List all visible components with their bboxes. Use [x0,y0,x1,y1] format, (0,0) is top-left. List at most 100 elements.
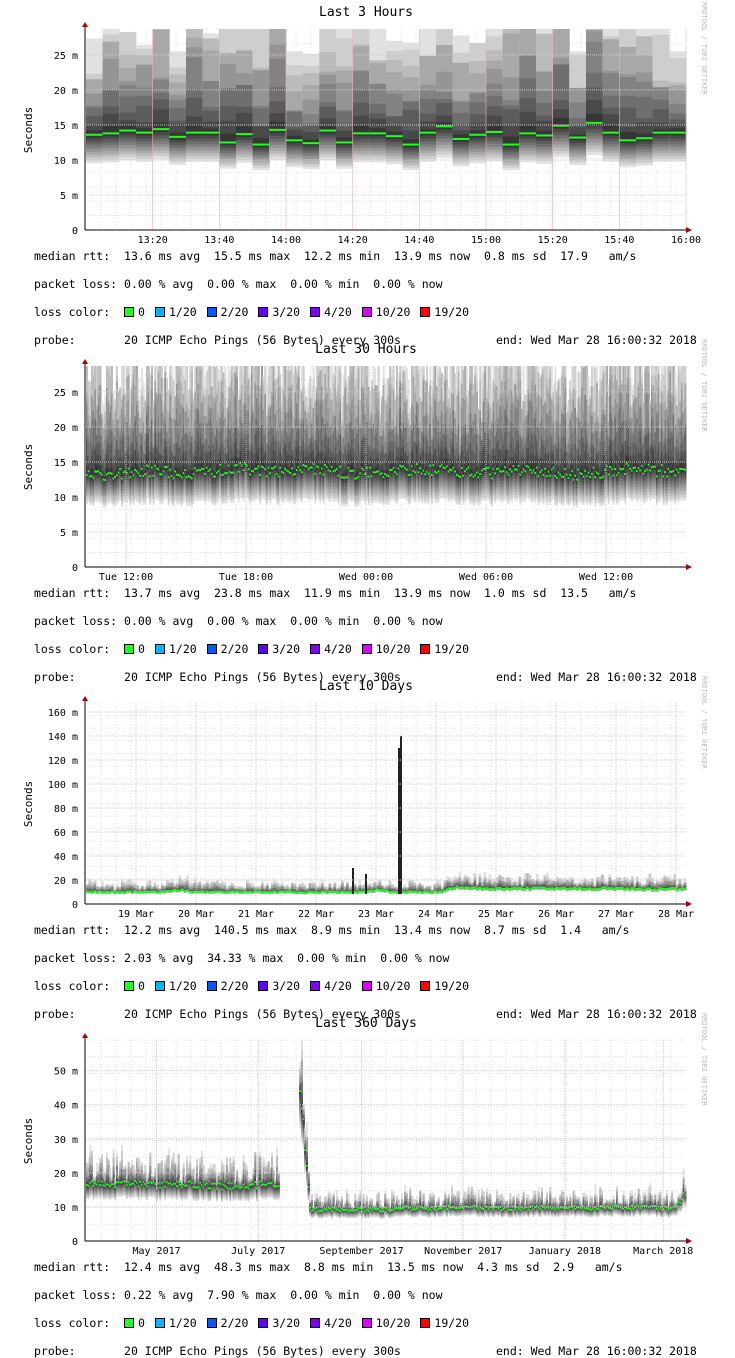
median-point [663,475,665,477]
color-swatch [420,1318,430,1328]
median-point [624,888,627,890]
median-point [639,888,642,890]
median-point [116,1181,118,1183]
median-point [251,470,253,472]
smoke-bar [636,29,653,166]
median-point [436,472,438,474]
median-point [433,1208,435,1210]
median-point [429,892,432,894]
median-point [651,466,653,468]
median-point [221,1188,223,1190]
median-point [204,891,207,893]
median-point [151,1182,153,1184]
median-point [493,1209,495,1211]
median-point [433,464,435,466]
median-point [284,468,286,470]
median-point [536,467,538,469]
median-point [386,890,389,892]
x-tick-label: 22 Mar [298,909,334,920]
median-point [284,891,287,893]
median-point [338,475,340,477]
smoke-bar [403,43,420,171]
median-point [248,1188,250,1190]
median-point [516,888,519,890]
median-point [199,1182,201,1184]
median-point [568,477,570,479]
median-rtt-row: median rtt: 12.2 ms avg 140.5 ms max 8.9… [34,923,629,937]
median-point [273,467,275,469]
color-swatch [258,644,268,654]
median-point [121,1181,123,1183]
color-swatch [310,1318,320,1328]
smoke-bar [569,52,586,166]
probe-info: 20 ICMP Echo Pings (56 Bytes) every 300s [124,1344,401,1358]
median-point [393,467,395,469]
median-point [369,467,371,469]
median-point [99,1184,101,1186]
smoke-bar [286,51,303,167]
median-point [348,1210,350,1212]
median-point [481,888,484,890]
median-point [581,1207,583,1209]
median-point [126,890,129,892]
median-point [223,1184,225,1186]
median-point [646,1204,648,1206]
median-point [283,472,285,474]
median-point [89,891,92,893]
median-point [603,132,620,134]
median-point [313,1209,315,1211]
loss-color-item: 0 [124,979,145,993]
loss-label: packet loss: [34,951,117,965]
x-tick-label: 13:20 [138,235,168,246]
median-point [599,477,601,479]
median-point [424,891,427,893]
median-point [598,1208,600,1210]
median-point [289,891,292,893]
median-point [224,1185,226,1187]
median-point [264,468,266,470]
median-point [636,1204,638,1206]
median-point [391,469,393,471]
median-point [669,1208,671,1210]
smoke-bar [336,29,353,169]
median-point [424,1208,426,1210]
smoke-bar [536,29,553,164]
median-point [659,887,662,889]
y-tick-label: 40 m [54,1101,78,1112]
median-point [309,467,311,469]
median-point [429,465,431,467]
smoke-bar [594,884,597,892]
median-point [499,470,501,472]
median-point [306,892,309,894]
median-point [349,470,351,472]
smoke-bar [236,29,253,163]
loss-color-label: 2/20 [221,1316,249,1330]
median-point [493,468,495,470]
median-point [589,887,592,889]
median-point [368,1210,370,1212]
median-point [189,891,192,893]
median-point [191,1182,193,1184]
median-point [251,1184,253,1186]
median-point [579,472,581,474]
median-point [286,139,303,141]
median-point [86,474,88,476]
median-point [269,129,286,131]
median-point [221,474,223,476]
median-point [133,1183,135,1185]
median-point [408,474,410,476]
median-point [109,891,112,893]
median-point [439,1208,441,1210]
chart-title: Last 3 Hours [319,5,413,20]
median-point [194,467,196,469]
median-point [503,470,505,472]
y-tick-label: 140 m [48,732,78,743]
x-tick-label: 13:40 [204,235,234,246]
loss-color-label: 4/20 [324,1316,352,1330]
median-point [528,466,530,468]
median-point [249,474,251,476]
median-point [319,472,321,474]
loss-color-item: 1/20 [155,979,197,993]
loss-color-item: 2/20 [207,1316,249,1330]
median-point [314,1207,316,1209]
